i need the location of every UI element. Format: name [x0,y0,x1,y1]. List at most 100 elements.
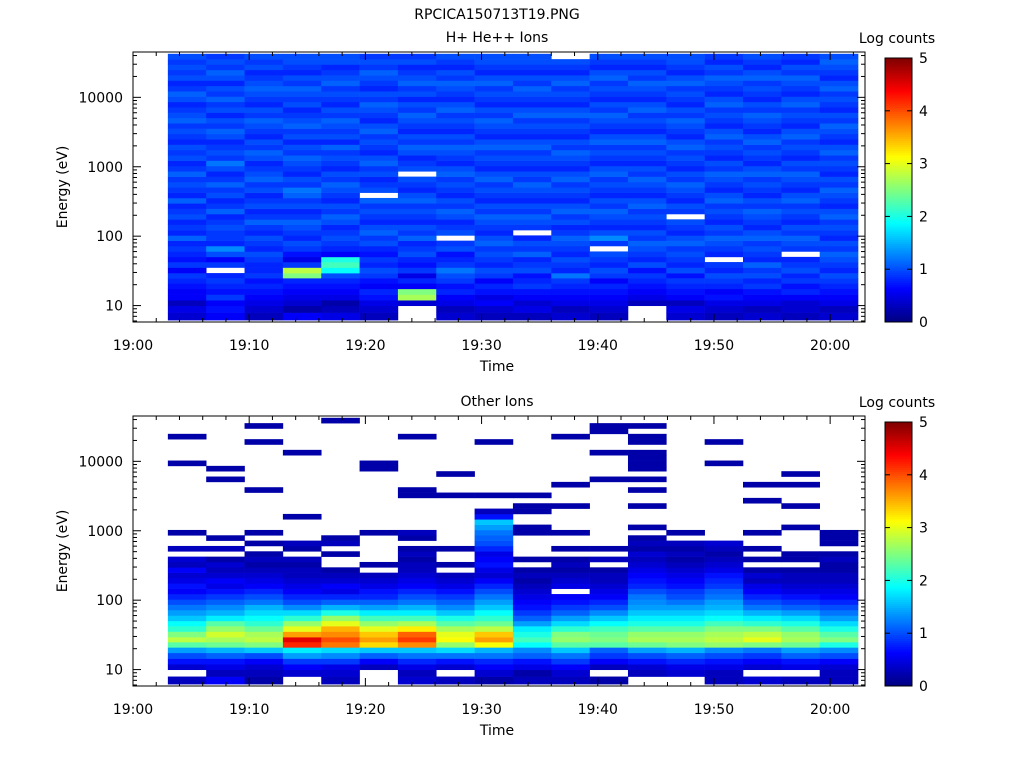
heatmap-cell [282,278,322,284]
heatmap-cell [397,203,437,209]
colorbar-segment [885,669,912,672]
heatmap-cell [589,288,629,295]
heatmap-cell [512,240,552,247]
colorbar-segment [885,679,912,683]
heatmap-cell [244,96,284,103]
heatmap-cell [551,91,590,97]
heatmap-cell [167,652,207,659]
colorbar-segment [885,229,912,232]
colorbar-segment [885,609,912,613]
heatmap-cell [627,273,667,279]
heatmap-cell [551,577,590,584]
heatmap-cell [666,577,705,584]
colorbar-segment [885,624,912,627]
heatmap-cell [589,112,629,119]
heatmap-cell [512,187,552,193]
heatmap-cell [743,305,782,313]
heatmap-cell [589,599,629,605]
heatmap-cell [627,604,667,611]
heatmap-cell [359,312,399,321]
heatmap-cell [551,165,590,172]
heatmap-cell [666,224,705,231]
colorbar-segment [885,634,912,637]
heatmap-cells [167,53,859,321]
heatmap-cell [436,631,475,638]
heatmap-cell [397,567,437,573]
colorbar-segment [885,190,912,193]
x-tick-label: 19:30 [461,338,501,354]
heatmap-cell [743,96,782,103]
heatmap-cell [397,251,437,258]
heatmap-cell [627,69,667,76]
heatmap-cell [397,300,437,307]
heatmap-cell [282,181,322,188]
heatmap-cell [819,101,859,108]
heatmap-cell [589,583,629,589]
colorbar-tick-label: 5 [919,51,928,67]
heatmap-cell [589,312,629,321]
heatmap-cell [704,80,744,87]
heatmap-cell [819,620,859,627]
heatmap-cell [512,637,552,643]
heatmap-cell [743,251,782,258]
heatmap-cell [436,652,475,659]
colorbar-segment [885,549,912,553]
heatmap-cell [397,53,437,60]
heatmap-cell [551,583,590,589]
heatmap-cell [397,208,437,215]
heatmap-cell [436,203,475,209]
heatmap-cell [282,155,322,161]
heatmap-cell [244,423,284,429]
colorbar-segment [885,457,912,460]
colorbar-segment [885,111,912,115]
heatmap-cell [666,620,705,627]
heatmap-cell [589,273,629,279]
heatmap-cell [589,69,629,76]
heatmap-cell [282,59,322,65]
heatmap-cell [436,647,475,654]
heatmap-cell [819,626,859,632]
colorbar-segment [885,107,912,110]
heatmap-cell [627,64,667,71]
heatmap-cell [627,631,667,638]
heatmap-cell [627,433,667,440]
heatmap-cell [282,599,322,605]
heatmap-cell [666,256,705,263]
heatmap-cell [321,620,360,627]
heatmap-cell [627,503,667,509]
colorbar-segment [885,60,912,63]
heatmap-cell [819,197,859,204]
x-tick-label: 19:40 [578,702,618,718]
heatmap-cell [743,69,782,76]
heatmap-cell [589,577,629,584]
heatmap-cell [551,213,590,220]
heatmap-cell [397,637,437,643]
heatmap-cell [397,149,437,156]
heatmap-cell [359,107,399,113]
heatmap-cell [359,160,399,167]
heatmap-cell [589,609,629,616]
heatmap-cell [436,577,475,584]
heatmap-cell [244,588,284,595]
colorbar-segment [885,91,912,94]
heatmap-cell [206,181,245,188]
heatmap-cell [627,476,667,483]
heatmap-cell [551,219,590,225]
heatmap-cell [589,230,629,236]
colorbar-segment [885,270,912,273]
heatmap-cell [167,262,207,268]
heatmap-cell [397,599,437,605]
colorbar-tick-label: 3 [919,521,928,537]
heatmap-cell [512,278,552,284]
heatmap-cell [282,642,322,648]
heatmap-cell [551,626,590,632]
colorbar-segment [885,599,912,602]
heatmap-cell [321,599,360,605]
heatmap-cell [551,117,590,124]
heatmap-cell [397,535,437,541]
heatmap-cell [627,133,667,140]
heatmap-cell [819,213,859,220]
heatmap-cell [819,583,859,589]
heatmap-cell [627,240,667,247]
heatmap-cell [589,149,629,156]
